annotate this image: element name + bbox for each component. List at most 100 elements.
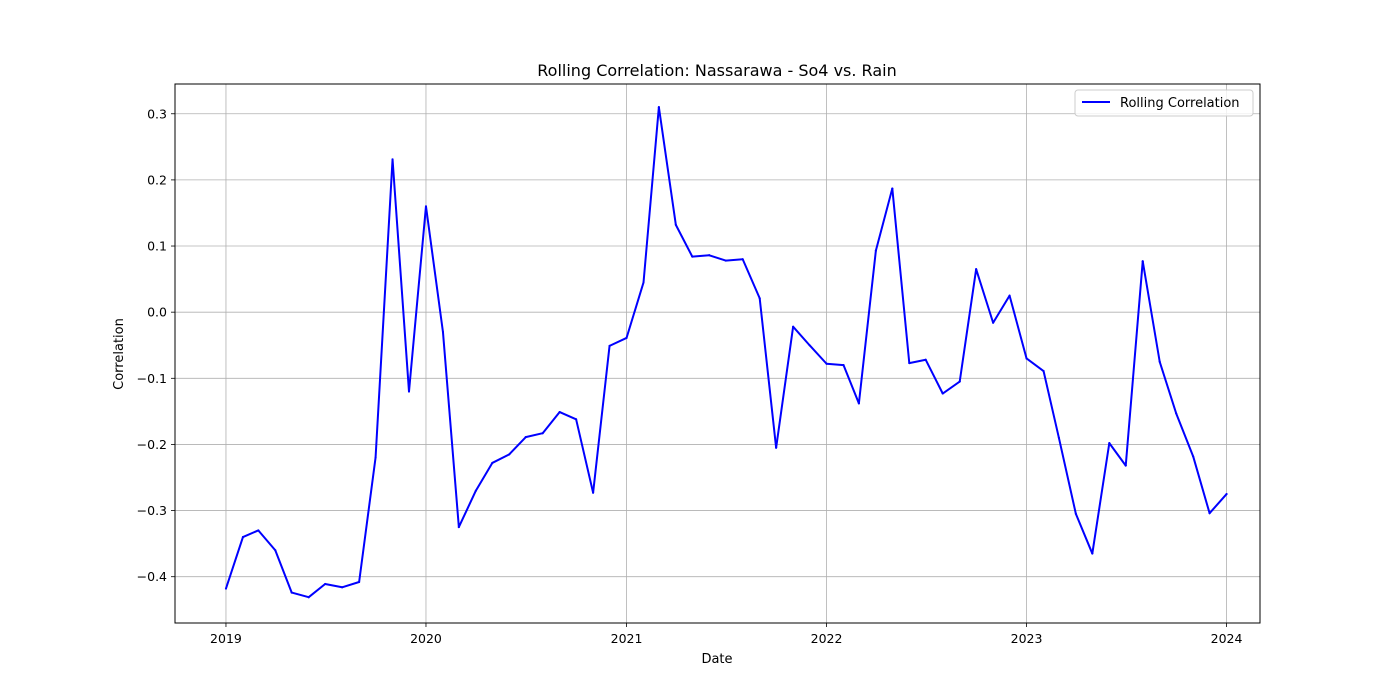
data-point bbox=[1057, 436, 1060, 439]
line-segment bbox=[424, 205, 444, 334]
x-tick-label: 2024 bbox=[1211, 631, 1243, 646]
y-tick-label: 0.0 bbox=[147, 305, 167, 320]
data-point bbox=[524, 436, 527, 439]
line-segment bbox=[625, 281, 645, 339]
data-point bbox=[958, 380, 961, 383]
data-point bbox=[992, 321, 995, 324]
line-segment bbox=[708, 254, 727, 262]
data-point bbox=[1208, 512, 1211, 515]
line-segment bbox=[491, 453, 511, 464]
line-segment bbox=[1057, 436, 1077, 515]
line-segment bbox=[524, 432, 544, 439]
data-point bbox=[1091, 552, 1094, 555]
data-point bbox=[657, 106, 660, 109]
line-segment bbox=[941, 380, 961, 395]
data-point bbox=[625, 336, 628, 339]
data-point bbox=[1225, 493, 1228, 496]
x-axis: 2019 2020 2021 2022 2023 2024 bbox=[210, 623, 1243, 646]
y-tick-label: 0.2 bbox=[147, 172, 167, 187]
line-segment bbox=[657, 106, 677, 226]
line-segment bbox=[1158, 360, 1178, 415]
data-point bbox=[341, 586, 344, 589]
line-segment bbox=[674, 223, 694, 258]
y-tick-label: 0.3 bbox=[147, 106, 167, 121]
data-point bbox=[874, 249, 877, 252]
line-segment bbox=[992, 294, 1011, 324]
data-point bbox=[541, 432, 544, 435]
line-segment bbox=[508, 436, 527, 456]
data-point bbox=[1192, 455, 1195, 458]
y-tick-label: −0.2 bbox=[137, 437, 167, 452]
line-segment bbox=[1008, 294, 1028, 360]
data-point bbox=[857, 402, 860, 405]
x-tick-label: 2019 bbox=[210, 631, 242, 646]
legend-label: Rolling Correlation bbox=[1120, 96, 1240, 111]
data-point bbox=[708, 254, 711, 257]
line-segment bbox=[307, 582, 327, 599]
data-point bbox=[424, 205, 427, 208]
line-segment bbox=[1091, 442, 1111, 555]
data-point bbox=[642, 281, 645, 284]
data-point bbox=[1042, 370, 1045, 373]
data-point bbox=[691, 255, 694, 258]
series-layer bbox=[224, 106, 1228, 599]
data-point bbox=[241, 536, 244, 539]
line-segment bbox=[558, 411, 578, 421]
line-segment bbox=[775, 325, 795, 449]
data-point bbox=[975, 268, 978, 271]
line-segment bbox=[241, 529, 260, 539]
data-point bbox=[724, 259, 727, 262]
line-segment bbox=[407, 205, 427, 393]
y-tick-label: −0.3 bbox=[137, 503, 167, 518]
data-point bbox=[808, 344, 811, 347]
data-point bbox=[1124, 464, 1127, 467]
line-segment bbox=[924, 358, 944, 395]
x-tick-label: 2021 bbox=[611, 631, 643, 646]
line-segment bbox=[457, 489, 477, 529]
plot-area-frame bbox=[174, 83, 1261, 624]
data-point bbox=[257, 529, 260, 532]
y-axis: −0.4 −0.3 −0.2 −0.1 0.0 0.1 0.2 0.3 bbox=[137, 106, 175, 584]
line-segment bbox=[592, 344, 611, 494]
line-segment bbox=[290, 591, 310, 599]
data-point bbox=[1175, 412, 1178, 415]
data-point bbox=[908, 362, 911, 365]
data-point bbox=[825, 362, 828, 365]
data-point bbox=[307, 596, 310, 599]
line-segment bbox=[274, 549, 293, 594]
data-point bbox=[358, 581, 361, 583]
data-point bbox=[775, 446, 778, 449]
line-segment bbox=[741, 258, 761, 300]
line-segment bbox=[1175, 412, 1195, 458]
line-segment bbox=[1025, 357, 1045, 373]
data-point bbox=[441, 331, 444, 334]
data-point bbox=[842, 364, 845, 367]
line-segment bbox=[474, 461, 494, 492]
y-axis-label: Correlation bbox=[112, 318, 127, 390]
chart-title: Rolling Correlation: Nassarawa - So4 vs.… bbox=[537, 61, 896, 80]
line-segment bbox=[324, 582, 344, 589]
line-segment bbox=[575, 418, 595, 494]
line-segment bbox=[1124, 260, 1144, 467]
line-segment bbox=[758, 297, 778, 449]
data-point bbox=[324, 582, 327, 585]
line-segment bbox=[792, 325, 811, 347]
line-segment bbox=[958, 268, 978, 383]
data-point bbox=[891, 187, 894, 190]
data-point bbox=[1108, 442, 1111, 445]
data-point bbox=[758, 297, 761, 300]
legend-box bbox=[1074, 89, 1254, 117]
line-segment bbox=[691, 254, 711, 258]
line-segment bbox=[724, 258, 744, 262]
data-point bbox=[792, 325, 795, 328]
data-point bbox=[457, 526, 460, 529]
line-segment bbox=[1042, 370, 1060, 439]
x-tick-label: 2020 bbox=[410, 631, 442, 646]
y-tick-label: −0.4 bbox=[137, 569, 167, 584]
line-segment bbox=[825, 362, 845, 367]
data-point bbox=[224, 587, 227, 590]
data-point bbox=[608, 344, 611, 347]
data-point bbox=[674, 223, 677, 226]
x-tick-label: 2023 bbox=[1011, 631, 1043, 646]
